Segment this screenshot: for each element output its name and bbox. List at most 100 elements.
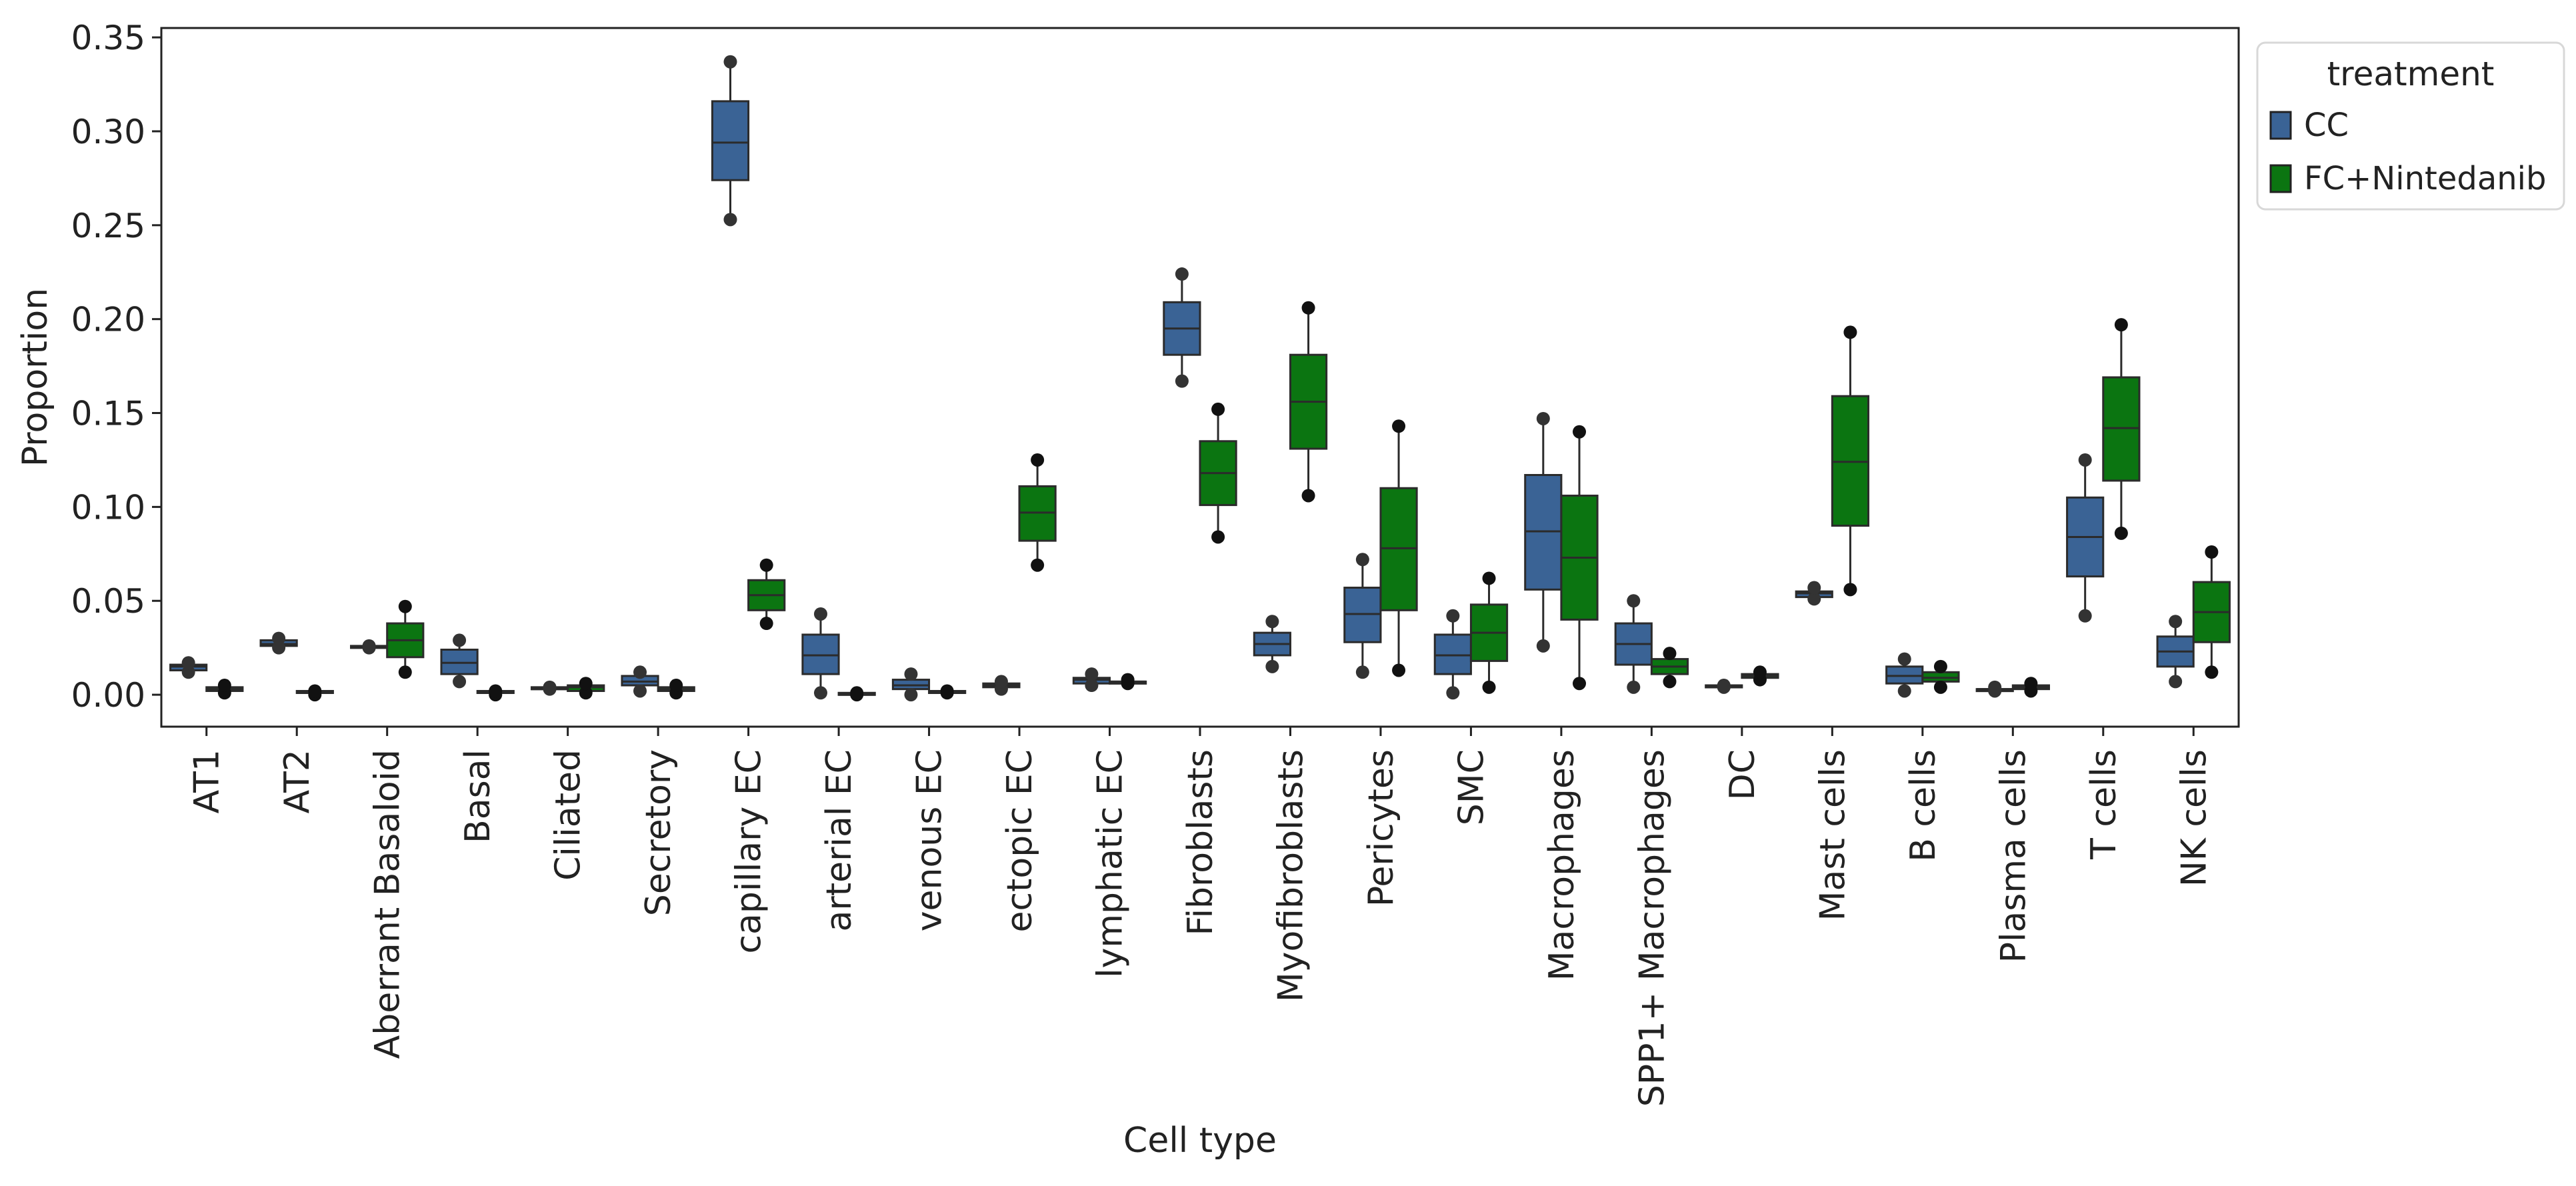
y-tick-label: 0.15	[71, 395, 145, 433]
x-tick-label: Macrophages	[1542, 749, 1582, 981]
data-point	[1536, 411, 1550, 425]
data-point	[1627, 594, 1641, 608]
box-group	[476, 684, 515, 702]
legend-swatch-cc	[2269, 111, 2292, 140]
legend: treatment CC FC+Nintedanib	[2256, 41, 2565, 211]
data-point	[1265, 659, 1279, 673]
data-point	[398, 599, 412, 613]
data-point	[1573, 677, 1587, 691]
box-group	[747, 558, 786, 631]
y-tick-label: 0.20	[71, 301, 145, 339]
data-point	[1085, 679, 1099, 693]
box-group	[1109, 673, 1147, 691]
data-point	[362, 639, 376, 653]
plot-area	[169, 55, 2231, 702]
box-group	[891, 667, 931, 702]
x-tick-label: Fibroblasts	[1181, 749, 1221, 936]
box-iqr	[711, 100, 750, 181]
data-point	[217, 679, 231, 693]
box-group	[259, 631, 298, 655]
data-point	[1897, 652, 1911, 666]
legend-label-cc: CC	[2304, 107, 2349, 144]
box-group	[1433, 609, 1472, 700]
y-tick-label: 0.00	[71, 676, 145, 715]
data-point	[1446, 686, 1460, 700]
x-axis: AT1 AT2 Aberrant Basaloid Basal Ciliated Secr…	[187, 727, 2214, 1107]
data-point	[1536, 639, 1550, 653]
data-point	[2078, 453, 2092, 467]
data-point	[1663, 647, 1677, 661]
data-point	[2114, 318, 2128, 332]
y-tick-label: 0.35	[71, 19, 145, 57]
data-point	[272, 631, 286, 645]
data-point	[1031, 558, 1045, 572]
data-point	[1175, 374, 1189, 388]
x-tick-label: SMC	[1451, 749, 1491, 825]
x-tick-label: T cells	[2084, 749, 2124, 860]
box-group	[440, 633, 479, 689]
box-group	[386, 599, 425, 679]
box-group	[1379, 419, 1418, 677]
data-point	[940, 684, 954, 698]
data-point	[1355, 665, 1369, 679]
data-point	[1933, 659, 1947, 673]
data-point	[1897, 684, 1911, 698]
data-point	[759, 617, 773, 631]
data-point	[1933, 680, 1947, 694]
data-point	[579, 686, 593, 700]
data-point	[723, 55, 737, 69]
data-point	[1175, 267, 1189, 281]
data-point	[633, 665, 647, 679]
data-point	[1031, 453, 1045, 467]
data-point	[2205, 665, 2219, 679]
x-tick-label: Basal	[458, 749, 498, 843]
x-tick-label: SPP1+ Macrophages	[1632, 749, 1672, 1107]
x-tick-label: Aberrant Basaloid	[368, 749, 408, 1059]
data-point	[1446, 609, 1460, 623]
data-point	[633, 684, 647, 698]
box-group	[711, 55, 750, 227]
x-tick-label: Myofibroblasts	[1271, 749, 1311, 1002]
box-group	[205, 679, 244, 700]
data-point	[813, 607, 827, 621]
data-point	[1988, 680, 2002, 694]
box-group	[2192, 545, 2231, 679]
box-group	[169, 656, 208, 679]
box-group	[1199, 402, 1237, 544]
data-point	[2078, 609, 2092, 623]
data-point	[813, 686, 827, 700]
x-tick-label: capillary EC	[729, 749, 769, 954]
y-axis: 0.00 0.05 0.10 0.15 0.20 0.25 0.30 0.35	[71, 19, 161, 715]
box-group	[1650, 647, 1689, 689]
x-tick-label: venous EC	[910, 749, 950, 931]
data-point	[904, 688, 918, 702]
x-tick-label: Plasma cells	[1993, 749, 2033, 963]
x-tick-label: arterial EC	[819, 749, 859, 931]
legend-swatch-fc-nintedanib	[2269, 164, 2292, 193]
data-point	[1573, 425, 1587, 439]
box-group	[2011, 677, 2050, 698]
data-point	[1627, 680, 1641, 694]
box-group	[1018, 453, 1057, 572]
data-point	[1482, 571, 1496, 585]
data-point	[398, 665, 412, 679]
box-group	[1705, 679, 1743, 694]
data-point	[1355, 553, 1369, 567]
data-point	[1301, 489, 1315, 503]
box-group	[657, 679, 695, 700]
box-group	[1560, 425, 1599, 691]
x-tick-label: B cells	[1903, 749, 1943, 862]
legend-title: treatment	[2327, 55, 2495, 93]
box-group	[295, 684, 334, 702]
x-tick-label: Mast cells	[1813, 749, 1853, 921]
data-point	[1265, 615, 1279, 629]
box-group	[2066, 453, 2105, 623]
data-point	[1843, 583, 1857, 597]
legend-frame	[2256, 41, 2565, 211]
x-tick-label: NK cells	[2174, 749, 2214, 887]
data-point	[669, 679, 683, 693]
box-group	[2156, 615, 2195, 689]
data-point	[1211, 530, 1225, 544]
data-point	[2169, 615, 2183, 629]
